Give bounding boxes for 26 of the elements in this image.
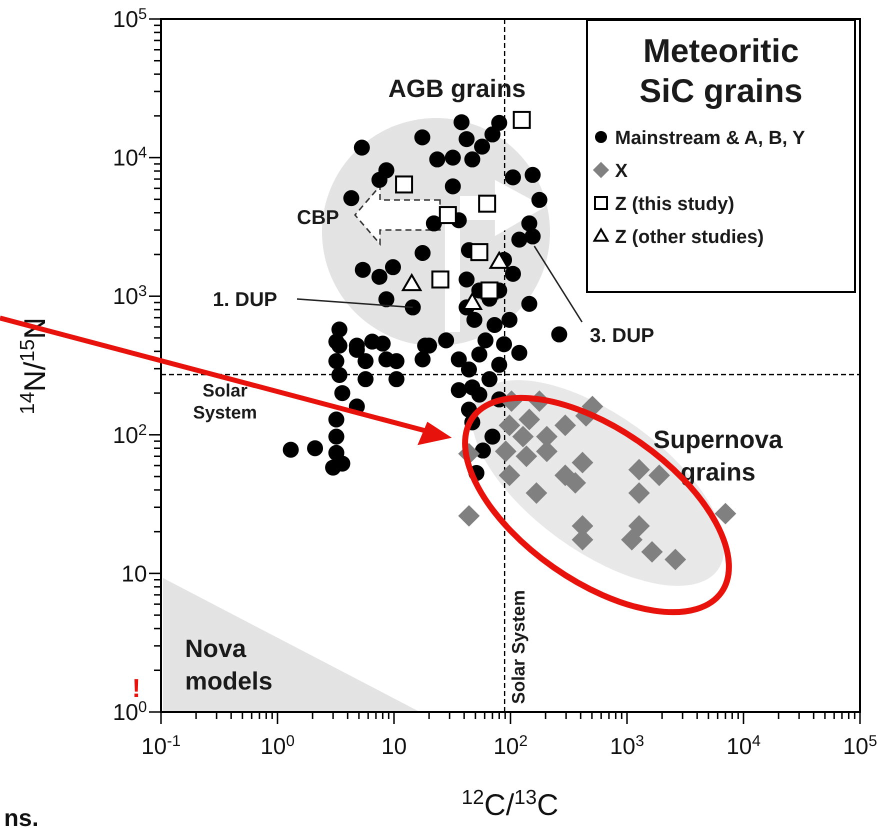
legend-label: Mainstream & A, B, Y xyxy=(615,128,806,149)
y-tick-label: 10$^{3}$ xyxy=(112,282,147,310)
annotation: 1. DUP xyxy=(212,289,278,311)
x-tick-label: 10$^{3}$ xyxy=(610,732,644,759)
y-tick-label: 10$^{2}$ xyxy=(112,421,147,448)
x-axis-title: $^{12}$C/$^{13}$C xyxy=(461,787,559,822)
x-tick-label: 10$^{-1}$ xyxy=(141,732,181,759)
x-tick-label: 10$^{2}$ xyxy=(493,732,528,759)
annotation: CBP xyxy=(296,207,340,229)
legend-label: X xyxy=(615,161,628,182)
ref-line-label: Solar System xyxy=(192,380,258,423)
annotation: 3. DUP xyxy=(590,325,654,347)
y-tick-label: 10$^{4}$ xyxy=(112,144,148,171)
x-tick-label: 10$^{4}$ xyxy=(726,732,761,759)
ref-line-label: Solar System xyxy=(508,590,529,704)
x-tick-label: 10$^{5}$ xyxy=(842,732,878,759)
annotation: AGB grains xyxy=(388,75,526,103)
legend-label: Z (this study) xyxy=(615,194,734,215)
x-tick-label: 10 xyxy=(381,733,407,759)
x-tick-label: 10$^{0}$ xyxy=(260,732,295,759)
y-tick-label: 10 xyxy=(121,560,147,586)
legend-label: Z (other studies) xyxy=(615,227,764,248)
text: ns. xyxy=(4,805,39,831)
legend-title: Meteoritic SiC grains xyxy=(639,32,803,109)
y-tick-label: 10$^{5}$ xyxy=(112,6,148,32)
annotation: Nova models xyxy=(185,635,273,696)
